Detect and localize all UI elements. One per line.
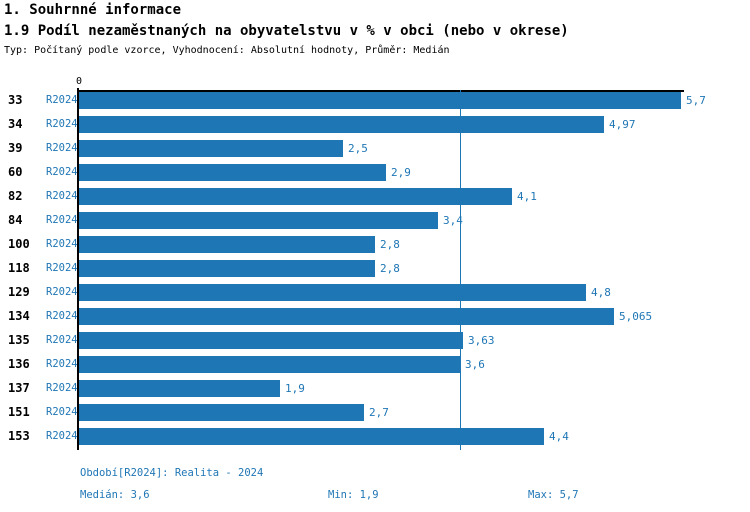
bar: [79, 284, 586, 301]
bar: [79, 212, 438, 229]
value-label: 4,8: [591, 286, 611, 299]
bar-row: 34 R2024 4,97: [0, 116, 750, 133]
period-label: R2024: [46, 310, 78, 322]
category-label: 135: [8, 333, 30, 347]
category-label: 134: [8, 309, 30, 323]
value-label: 2,8: [380, 238, 400, 251]
bar-row: 84 R2024 3,4: [0, 212, 750, 229]
bar-row: 153 R2024 4,4: [0, 428, 750, 445]
bar: [79, 236, 375, 253]
category-label: 34: [8, 117, 23, 131]
period-label: R2024: [46, 190, 78, 202]
value-label: 2,9: [391, 166, 411, 179]
bar: [79, 356, 460, 373]
bar: [79, 428, 544, 445]
bar: [79, 260, 375, 277]
value-label: 2,7: [369, 406, 389, 419]
category-label: 84: [8, 213, 23, 227]
period-label: R2024: [46, 334, 78, 346]
value-label: 5,065: [619, 310, 653, 323]
bar-row: 135 R2024 3,63: [0, 332, 750, 349]
category-label: 129: [8, 285, 30, 299]
category-label: 33: [8, 93, 23, 107]
value-label: 5,7: [686, 94, 706, 107]
period-label: R2024: [46, 166, 78, 178]
bar-row: 100 R2024 2,8: [0, 236, 750, 253]
period-label: R2024: [46, 262, 78, 274]
x-axis-zero-label: 0: [75, 76, 83, 87]
bar-row: 137 R2024 1,9: [0, 380, 750, 397]
period-label: R2024: [46, 430, 78, 442]
value-label: 2,8: [380, 262, 400, 275]
value-label: 2,5: [348, 142, 368, 155]
period-label: R2024: [46, 94, 78, 106]
period-label: R2024: [46, 214, 78, 226]
bar-chart: 0 33 R2024 5,7 34 R2024 4,97 39 R2024 2,5 60 R2024…: [0, 76, 750, 454]
bar-row: 134 R2024 5,065: [0, 308, 750, 325]
category-label: 82: [8, 189, 23, 203]
category-label: 151: [8, 405, 30, 419]
max-stat: Max: 5,7: [528, 489, 579, 501]
value-label: 3,63: [468, 334, 495, 347]
category-label: 137: [8, 381, 30, 395]
bar: [79, 116, 604, 133]
period-label: R2024: [46, 142, 78, 154]
period-legend: Období[R2024]: Realita - 2024: [80, 467, 264, 479]
bar: [79, 332, 463, 349]
value-label: 4,4: [549, 430, 569, 443]
period-label: R2024: [46, 238, 78, 250]
category-label: 153: [8, 429, 30, 443]
median-stat: Medián: 3,6: [80, 489, 150, 501]
category-label: 60: [8, 165, 23, 179]
bar-row: 82 R2024 4,1: [0, 188, 750, 205]
bar: [79, 188, 512, 205]
period-label: R2024: [46, 382, 78, 394]
value-label: 3,6: [465, 358, 485, 371]
chart-subtitle: Typ: Počítaný podle vzorce, Vyhodnocení:…: [4, 45, 450, 56]
bar-row: 151 R2024 2,7: [0, 404, 750, 421]
section-title: 1. Souhrnné informace: [4, 2, 182, 18]
bar-row: 118 R2024 2,8: [0, 260, 750, 277]
bar: [79, 92, 681, 109]
chart-title: 1.9 Podíl nezaměstnaných na obyvatelstvu…: [4, 23, 569, 39]
min-stat: Min: 1,9: [328, 489, 379, 501]
bar-row: 136 R2024 3,6: [0, 356, 750, 373]
value-label: 3,4: [443, 214, 463, 227]
period-label: R2024: [46, 406, 78, 418]
bar-row: 60 R2024 2,9: [0, 164, 750, 181]
value-label: 4,1: [517, 190, 537, 203]
bar: [79, 164, 386, 181]
category-label: 100: [8, 237, 30, 251]
category-label: 136: [8, 357, 30, 371]
bar: [79, 140, 343, 157]
value-label: 4,97: [609, 118, 636, 131]
value-label: 1,9: [285, 382, 305, 395]
period-label: R2024: [46, 286, 78, 298]
bar: [79, 308, 614, 325]
category-label: 118: [8, 261, 30, 275]
category-label: 39: [8, 141, 23, 155]
x-axis-line: [77, 90, 684, 92]
bar-row: 129 R2024 4,8: [0, 284, 750, 301]
period-label: R2024: [46, 358, 78, 370]
median-line: [460, 90, 461, 450]
bar-row: 39 R2024 2,5: [0, 140, 750, 157]
bar-row: 33 R2024 5,7: [0, 92, 750, 109]
y-axis-line: [77, 88, 79, 450]
period-label: R2024: [46, 118, 78, 130]
bar: [79, 380, 280, 397]
bar: [79, 404, 364, 421]
